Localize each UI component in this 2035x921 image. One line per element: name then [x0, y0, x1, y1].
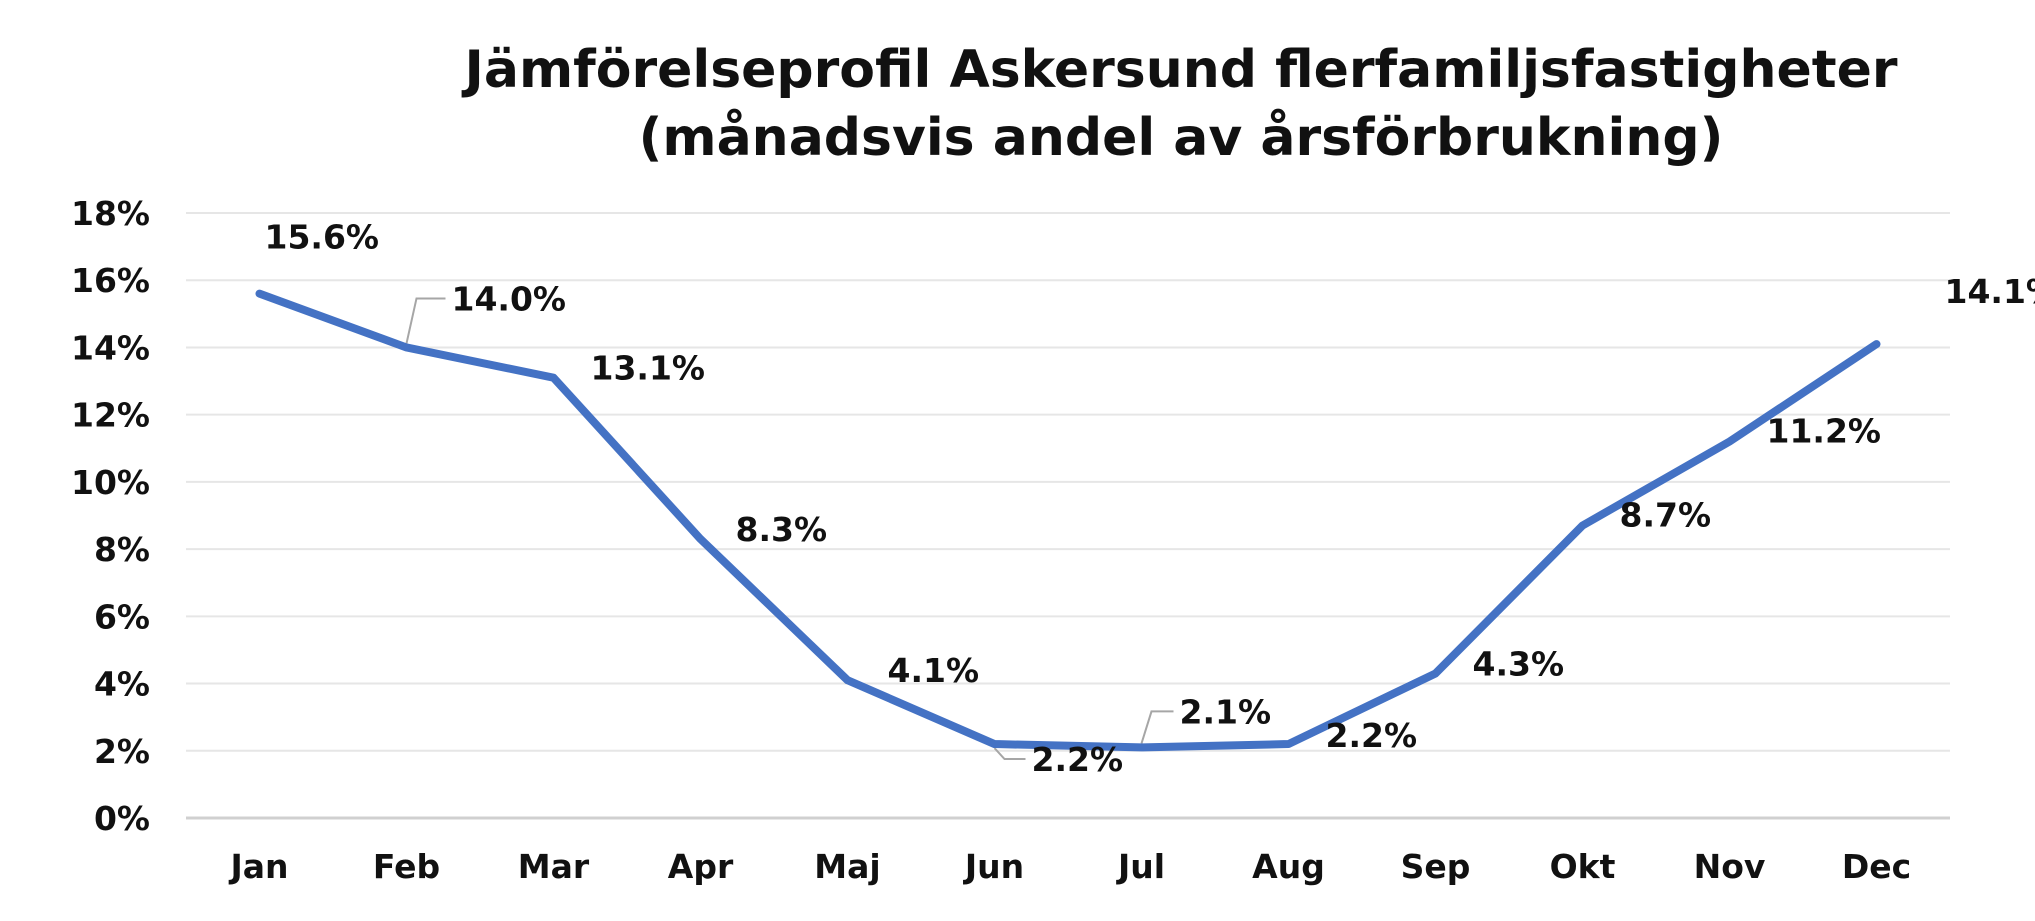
data-label: 14.0%	[452, 279, 567, 318]
x-tick-label: Nov	[1694, 847, 1766, 886]
chart-title-line-1: Jämförelseprofil Askersund flerfamiljsfa…	[464, 40, 1898, 100]
gridlines	[186, 212, 1950, 820]
data-label: 8.7%	[1620, 496, 1712, 535]
x-tick-label: Jun	[963, 847, 1024, 886]
y-axis-ticks: 0% 2% 4% 6% 8% 10% 12% 14% 16% 18%	[71, 194, 150, 838]
data-label: 11.2%	[1767, 412, 1882, 451]
y-tick-label: 16%	[71, 261, 150, 300]
x-tick-label: Maj	[814, 847, 880, 886]
y-tick-label: 14%	[71, 328, 150, 367]
x-tick-label: Mar	[518, 847, 590, 886]
x-tick-label: Dec	[1842, 847, 1911, 886]
chart-subtitle: (månadsvis andel av årsförbrukning)	[638, 108, 1724, 168]
data-labels: 15.6% 14.0% 13.1% 8.3% 4.1% 2.2% 2.1% 2.2% 4.3% 8…	[265, 218, 2035, 779]
data-label: 2.2%	[1326, 716, 1418, 755]
leader-line	[1140, 710, 1174, 744]
data-label: 2.2%	[1032, 740, 1124, 779]
x-tick-label: Apr	[668, 847, 734, 886]
chart-title: Jämförelseprofil Askersund flerfamiljsfa…	[0, 36, 2035, 172]
y-tick-label: 6%	[94, 597, 150, 636]
x-tick-label: Sep	[1401, 847, 1471, 886]
y-tick-label: 2%	[94, 732, 150, 771]
x-tick-label: Feb	[373, 847, 440, 886]
y-tick-label: 0%	[94, 799, 150, 838]
series-line-layer	[255, 289, 1881, 752]
data-label: 4.1%	[888, 651, 980, 690]
x-tick-label: Aug	[1252, 847, 1325, 886]
label-leader-lines	[405, 297, 1174, 761]
leader-line	[405, 297, 446, 344]
data-label: 15.6%	[265, 218, 380, 257]
y-tick-label: 12%	[71, 396, 150, 435]
data-label: 2.1%	[1180, 692, 1272, 731]
data-label: 8.3%	[736, 510, 828, 549]
y-tick-label: 4%	[94, 665, 150, 704]
y-tick-label: 8%	[94, 530, 150, 569]
leader-line	[993, 747, 1026, 761]
data-label: 4.3%	[1473, 644, 1565, 683]
data-label: 13.1%	[591, 349, 706, 388]
y-tick-label: 10%	[71, 463, 150, 502]
x-tick-label: Jul	[1116, 847, 1165, 886]
y-tick-label: 18%	[71, 194, 150, 233]
x-tick-label: Jan	[228, 847, 288, 886]
x-tick-label: Okt	[1550, 847, 1616, 886]
x-axis-ticks: Jan Feb Mar Apr Maj Jun Jul Aug Sep Okt Nov Dec	[228, 847, 1911, 886]
series-line	[255, 289, 1881, 752]
data-label: 14.1%	[1945, 272, 2035, 311]
